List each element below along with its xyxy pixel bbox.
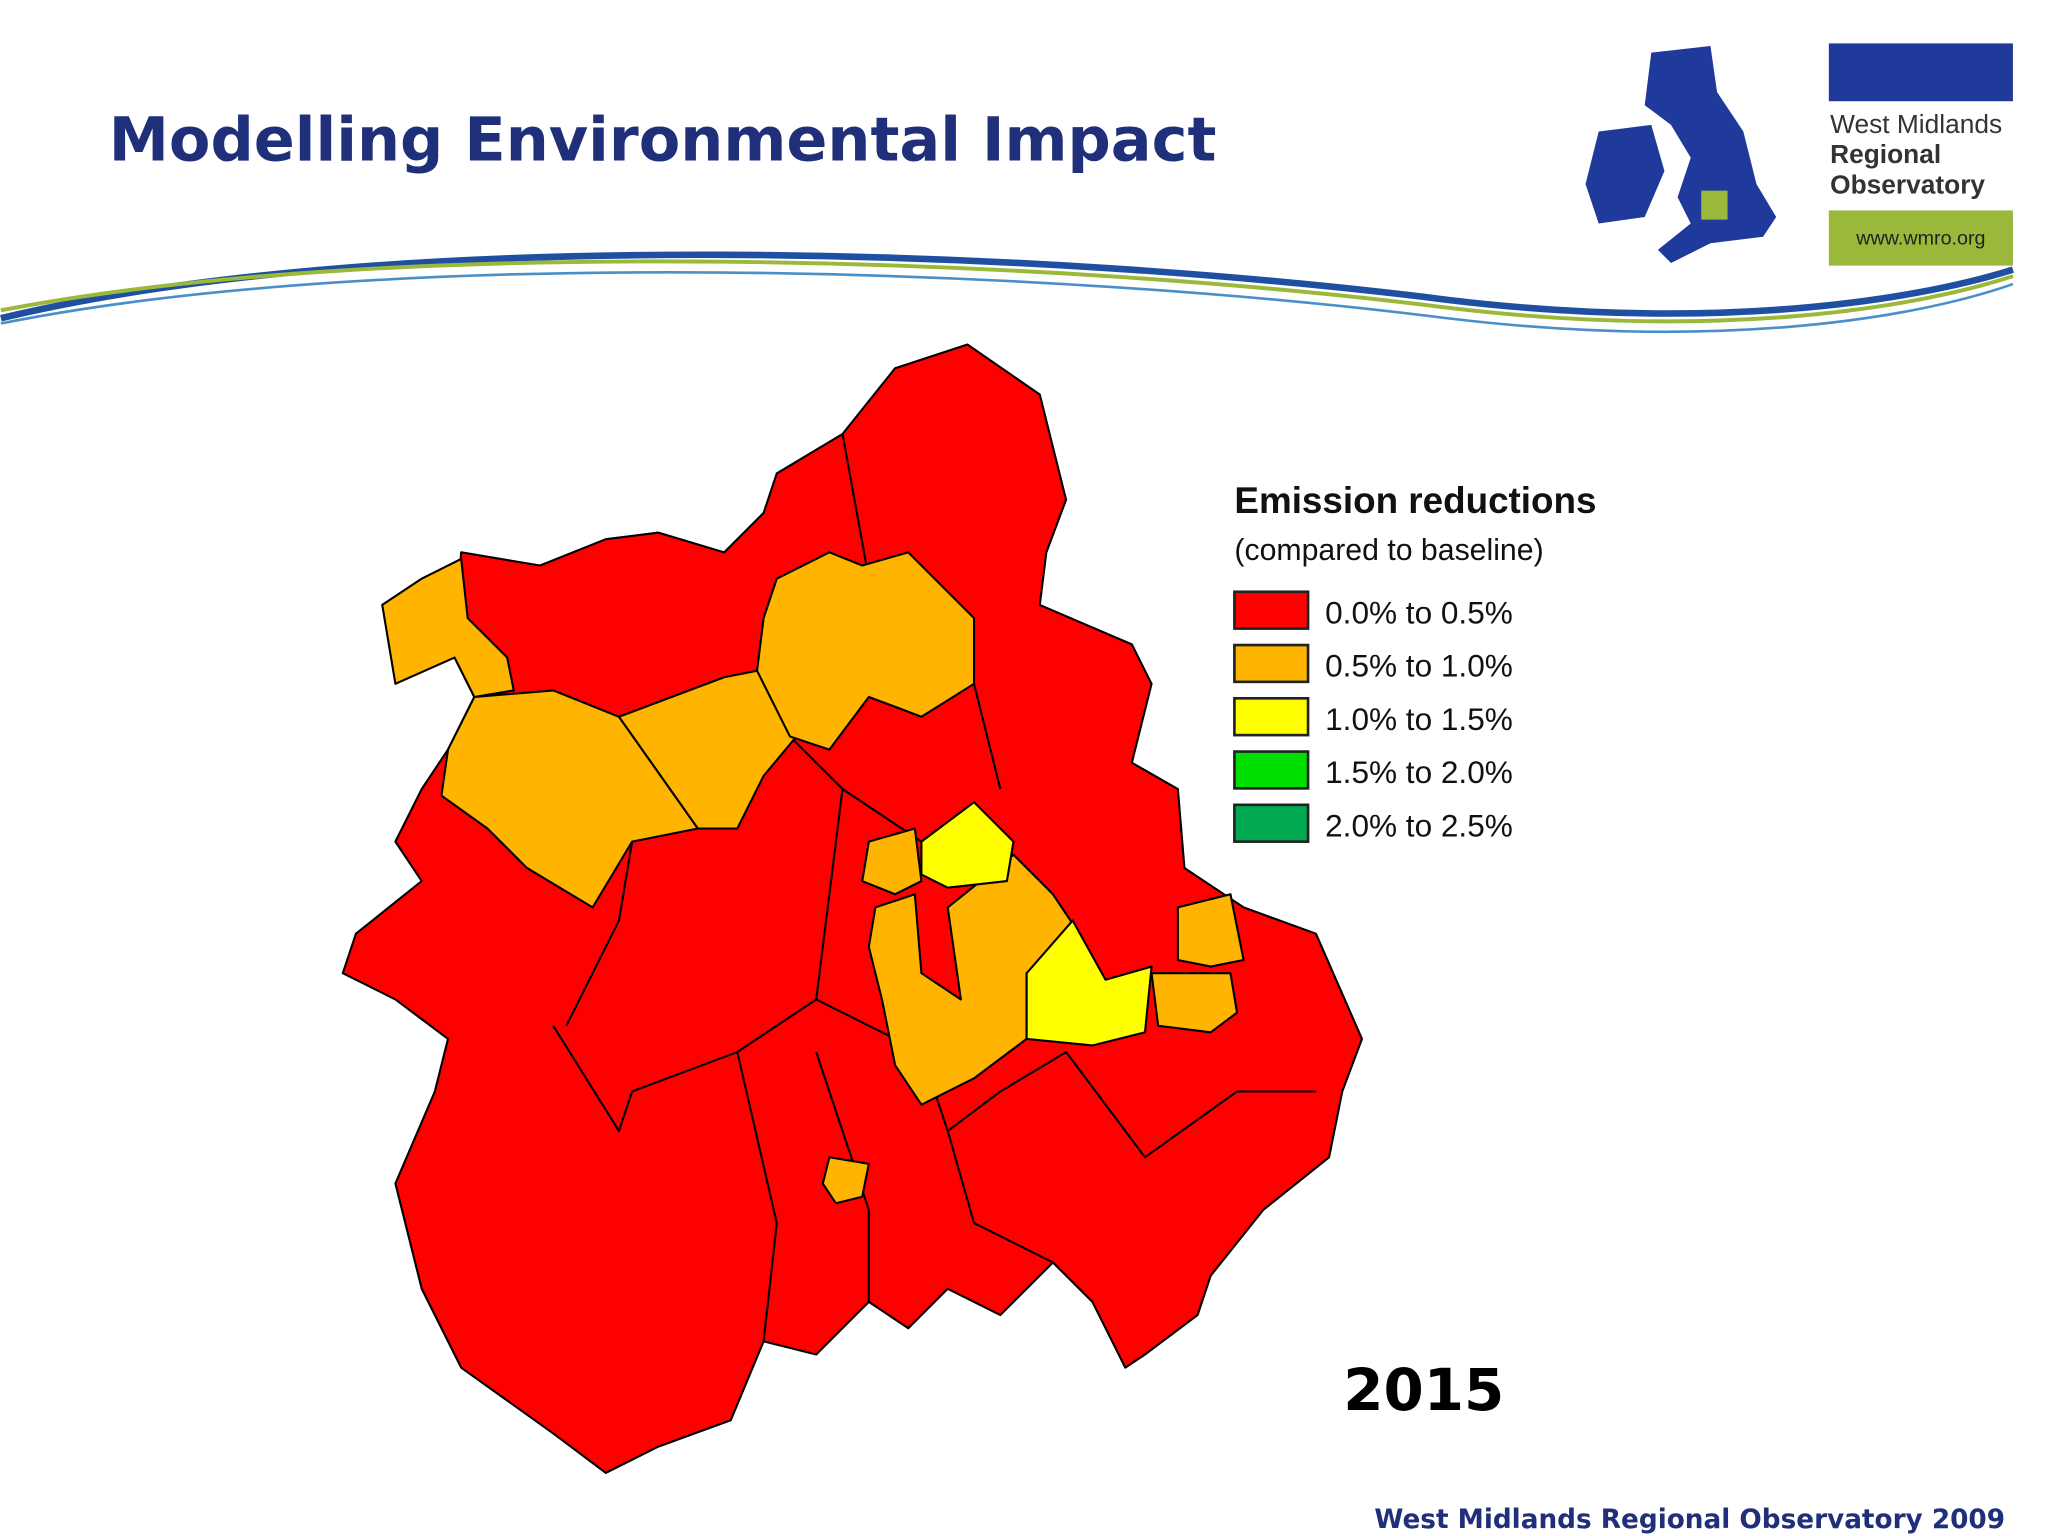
legend-label: 1.5% to 2.0% — [1325, 754, 1513, 790]
legend-swatch — [1233, 590, 1310, 630]
legend-label: 0.5% to 1.0% — [1325, 648, 1513, 684]
year: 2015 — [1343, 1356, 1504, 1424]
legend: Emission reductions (compared to baselin… — [1233, 480, 1596, 843]
uk-logo — [1585, 46, 1777, 264]
map — [341, 343, 1364, 1474]
legend-label: 2.0% to 2.5% — [1325, 807, 1513, 843]
region — [1176, 893, 1245, 968]
region — [821, 1156, 870, 1205]
legend-swatch — [1233, 643, 1310, 684]
logo-url-box — [1828, 210, 2013, 266]
region — [920, 801, 1015, 889]
region — [617, 669, 798, 830]
region — [440, 689, 699, 909]
legend-swatch — [1233, 696, 1310, 737]
region — [381, 557, 515, 699]
region — [1150, 972, 1239, 1034]
legend-subtitle: (compared to baseline) — [1234, 534, 1543, 567]
region — [1025, 919, 1153, 1047]
legend-swatch — [1233, 803, 1310, 843]
legend-title: Emission reductions — [1234, 480, 1596, 521]
logo-text: West Midlands — [1830, 109, 2002, 139]
legend-label: 1.0% to 1.5% — [1325, 701, 1513, 737]
logo-text: Observatory — [1830, 169, 1985, 199]
swoosh — [0, 251, 2014, 334]
logo-url: www.wmro.org — [1855, 228, 1985, 250]
logo-text: Regional — [1830, 139, 1941, 169]
title: Modelling Environmental Impact — [109, 105, 1217, 175]
legend-label: 0.0% to 0.5% — [1325, 594, 1513, 630]
legend-swatch — [1233, 750, 1310, 790]
region — [861, 827, 923, 896]
region — [755, 551, 976, 751]
logo-band — [1828, 43, 2013, 102]
footer: West Midlands Regional Observatory 2009 — [1374, 1505, 2005, 1535]
